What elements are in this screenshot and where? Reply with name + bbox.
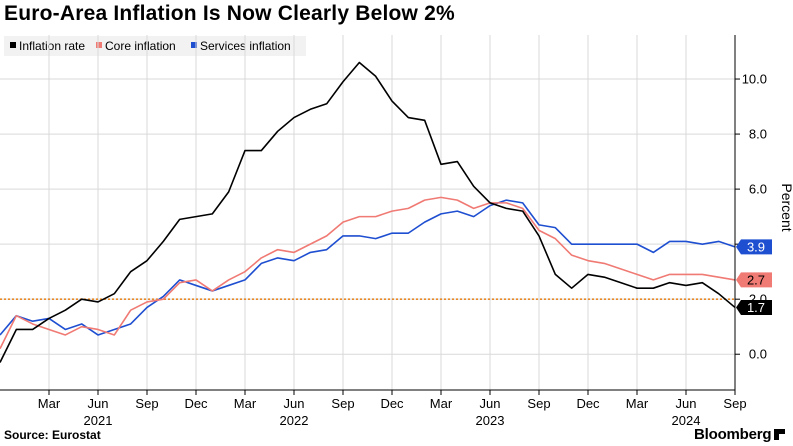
x-tick-label: Mar	[234, 396, 257, 411]
legend-label: Inflation rate	[19, 39, 85, 53]
y-tick-label: 8.0	[749, 127, 767, 142]
chart-legend: Inflation rate Core inflation Services inf…	[4, 36, 306, 56]
x-year-label: 2024	[672, 413, 701, 428]
legend-swatch	[96, 42, 102, 48]
legend-label: Core inflation	[105, 39, 176, 53]
end-label-tag	[736, 299, 772, 315]
x-tick-label: Dec	[380, 396, 404, 411]
x-tick-label: Mar	[430, 396, 453, 411]
x-year-label: 2022	[280, 413, 309, 428]
y-tick-label: 10.0	[742, 72, 767, 87]
series-line-core-inflation	[0, 196, 736, 350]
x-tick-label: Mar	[626, 396, 649, 411]
series-line-inflation-rate	[0, 61, 736, 363]
chart-series-group	[0, 61, 736, 363]
chart-axes: 0.02.04.06.08.010.0PercentMarJunSepDecMa…	[0, 35, 793, 428]
y-tick-label: 6.0	[749, 182, 767, 197]
end-label-value: 1.7	[747, 300, 765, 315]
x-year-label: 2021	[84, 413, 113, 428]
x-tick-label: Mar	[38, 396, 61, 411]
x-tick-label: Sep	[527, 396, 550, 411]
source-note: Source: Eurostat	[4, 428, 101, 442]
y-axis-label: Percent	[779, 183, 793, 231]
legend-background	[4, 36, 306, 56]
x-tick-label: Dec	[184, 396, 208, 411]
legend-swatch	[191, 42, 197, 48]
x-year-label: 2023	[476, 413, 505, 428]
y-tick-label: 0.0	[749, 347, 767, 362]
bloomberg-logo: Bloomberg	[694, 426, 786, 443]
x-tick-label: Jun	[480, 396, 501, 411]
chart-grid	[0, 35, 736, 390]
end-label-value: 3.9	[747, 240, 765, 255]
end-label-value: 2.7	[747, 273, 765, 288]
x-tick-label: Jun	[676, 396, 697, 411]
x-tick-label: Dec	[576, 396, 600, 411]
legend-swatch	[10, 42, 16, 48]
x-tick-label: Sep	[135, 396, 158, 411]
x-tick-label: Jun	[88, 396, 109, 411]
brand-text: Bloomberg	[694, 426, 772, 443]
chart-title: Euro-Area Inflation Is Now Clearly Below…	[4, 2, 455, 25]
series-line-services-inflation	[0, 199, 736, 336]
x-tick-label: Jun	[284, 396, 305, 411]
end-label-tag	[736, 272, 772, 288]
x-tick-label: Sep	[723, 396, 746, 411]
end-label-tag	[736, 239, 772, 255]
x-tick-label: Sep	[331, 396, 354, 411]
bloomberg-mark-icon	[774, 429, 786, 440]
end-labels-group: 1.7 2.7 3.9	[736, 239, 772, 315]
